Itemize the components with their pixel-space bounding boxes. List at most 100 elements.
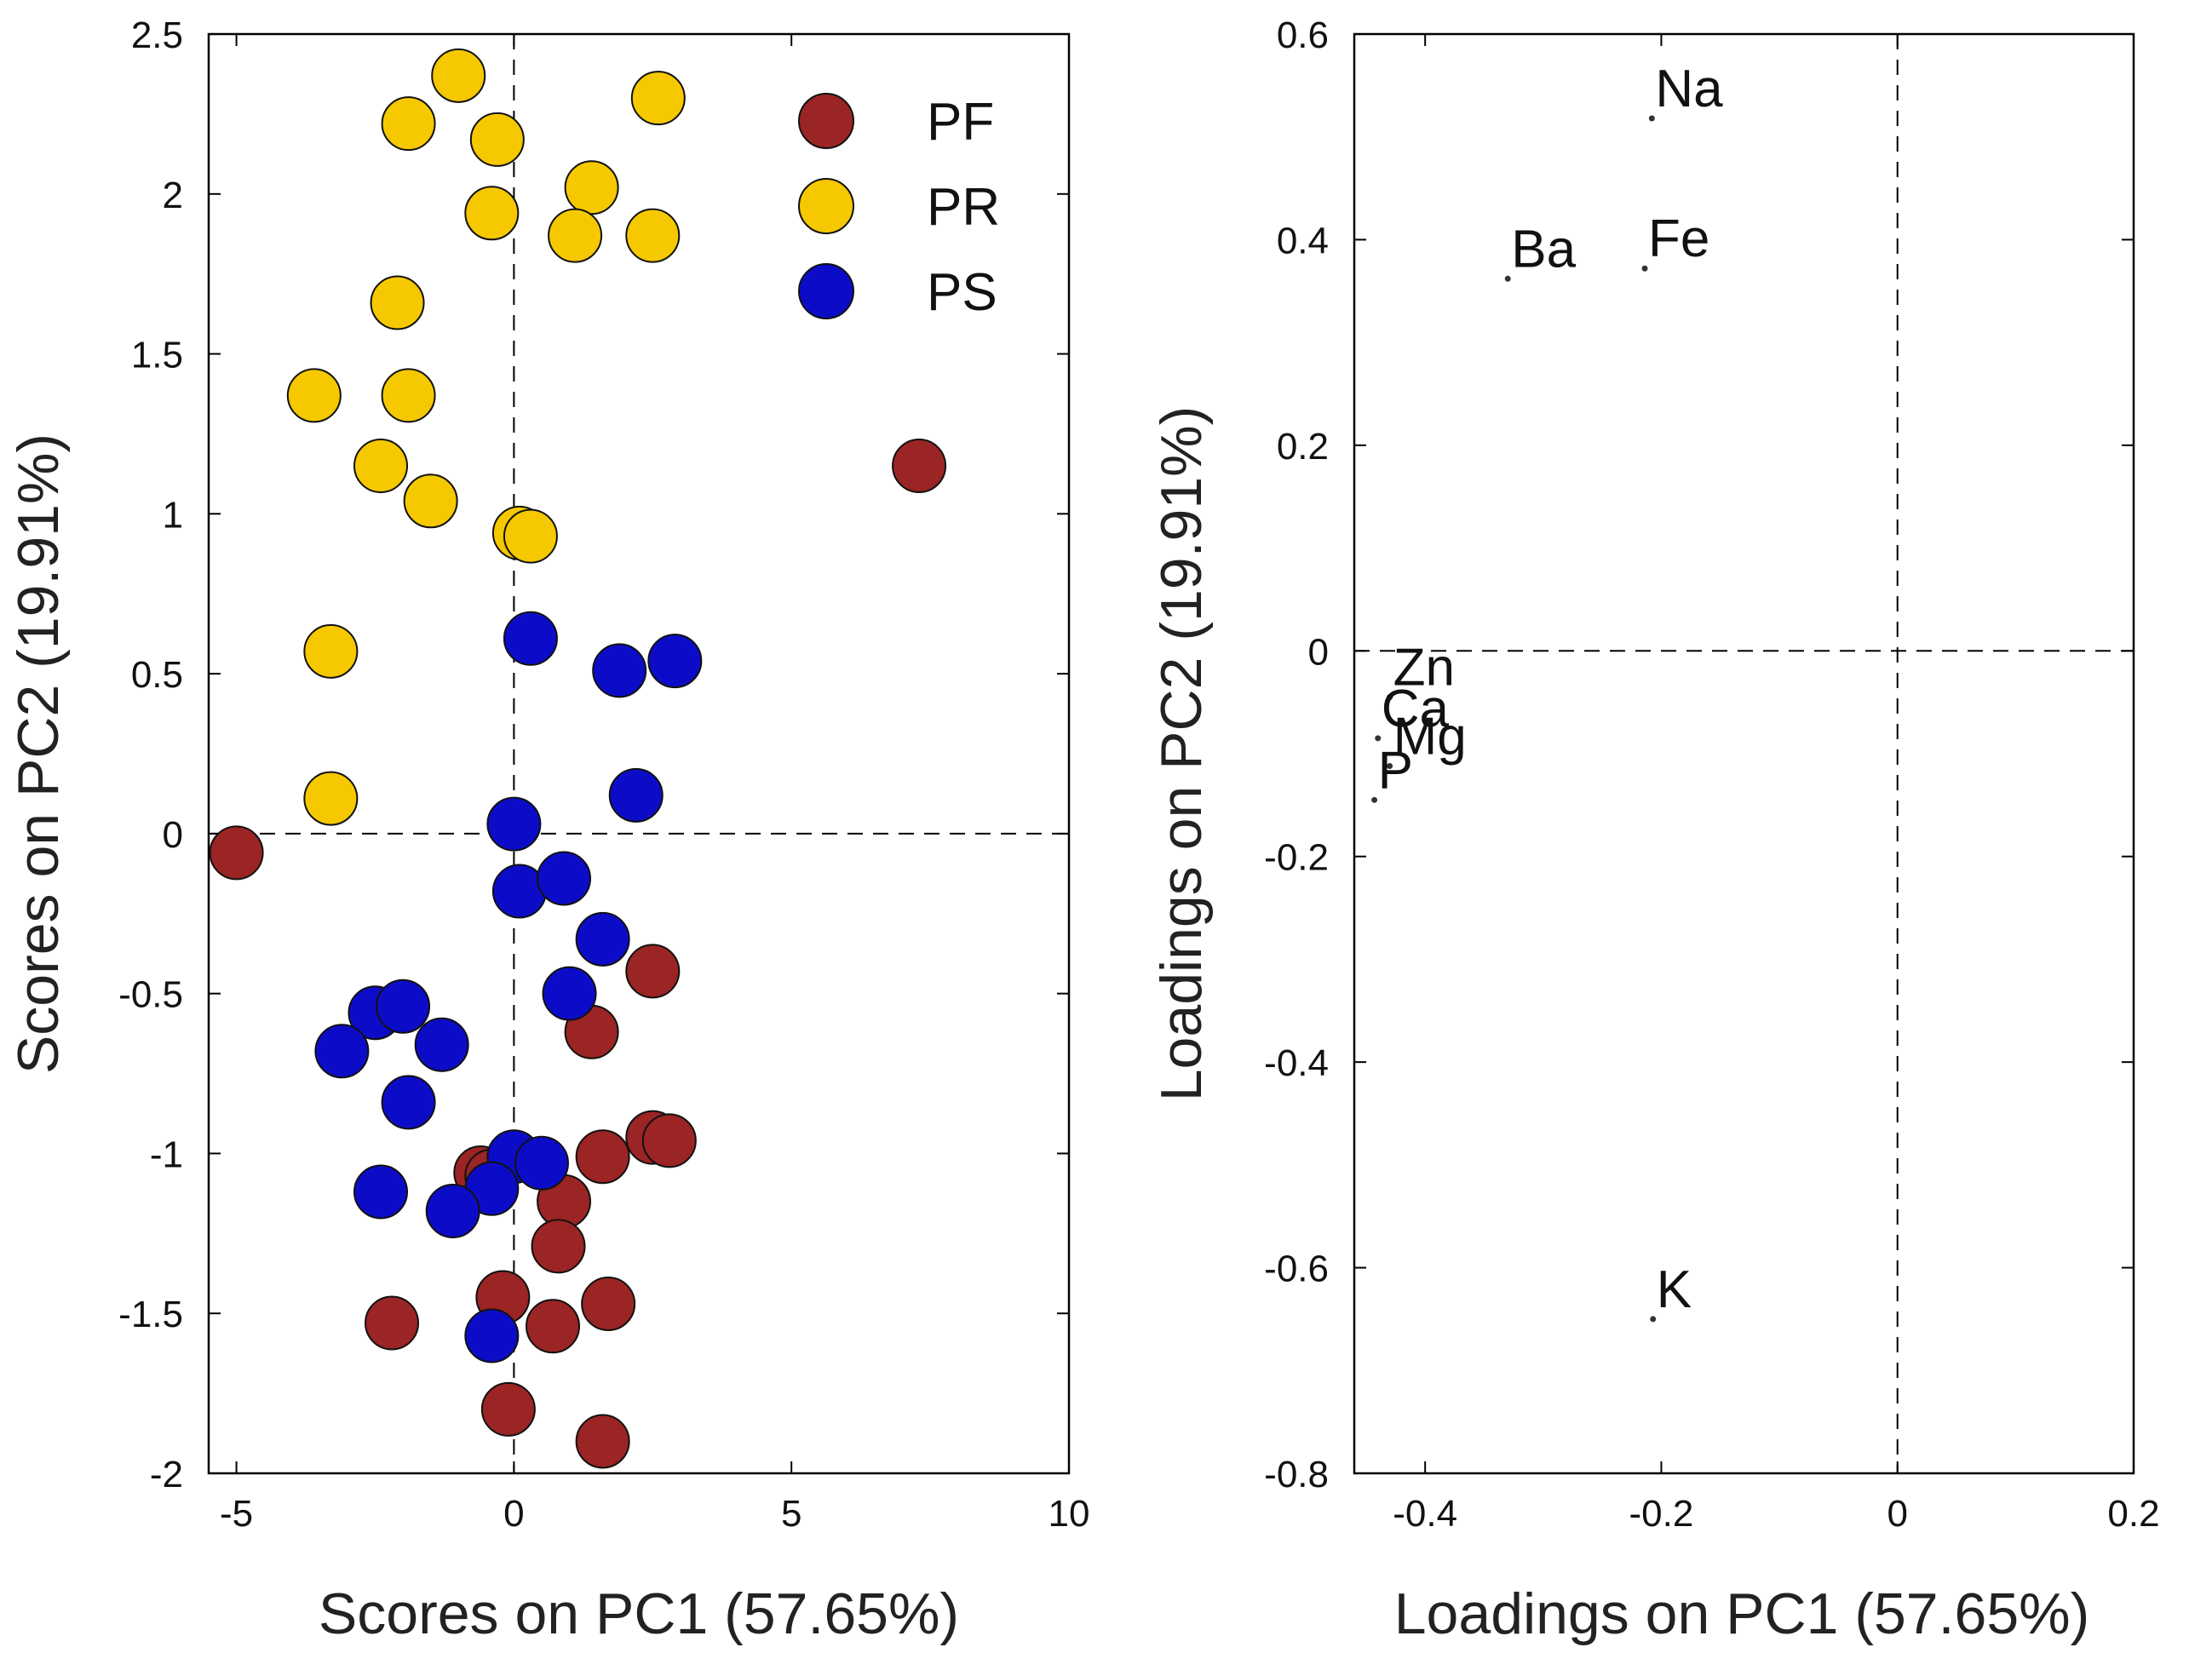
loadings-reference-lines [1354, 34, 2134, 1473]
loading-point-p [1371, 796, 1378, 803]
score-point-ps [608, 767, 664, 823]
score-point-pf [575, 1129, 630, 1185]
score-point-ps [353, 1164, 408, 1220]
scores-x-tick-label: 10 [1049, 1493, 1090, 1535]
score-point-ps [503, 611, 558, 666]
loadings-y-tick-label: 0.6 [1277, 14, 1329, 56]
score-point-pr [381, 96, 436, 152]
loading-label-p: P [1378, 741, 1413, 800]
scores-x-tick-label: -5 [220, 1493, 253, 1535]
scores-x-ticks: -5 0 5 10 [220, 34, 1089, 1535]
loadings-plot: -0.4 -0.2 0 0.2 -0.8-0.6-0.4-0.200.20.40.6 … [1149, 14, 2160, 1646]
scores-y-tick-label: 1 [163, 494, 183, 536]
loading-point-na [1648, 115, 1655, 122]
loadings-y-tick-label: 0 [1308, 631, 1329, 673]
scores-y-tick-label: 0.5 [131, 654, 183, 696]
score-point-pf [531, 1219, 586, 1274]
loading-label-ba: Ba [1511, 220, 1576, 278]
score-point-pr [303, 623, 359, 679]
loadings-y-tick-label: 0.4 [1277, 220, 1329, 261]
legend-label-pr: PR [927, 178, 1000, 237]
score-point-ps [514, 1135, 569, 1191]
scores-y-tick-label: -0.5 [118, 974, 183, 1016]
score-point-pr [469, 112, 525, 167]
scores-y-tick-label: -1 [150, 1134, 183, 1175]
loading-label-mg: Mg [1393, 707, 1467, 766]
score-point-pr [286, 368, 342, 423]
loadings-x-tick-label: 0.2 [2107, 1493, 2159, 1535]
scores-plot-frame [207, 32, 1071, 1475]
loadings-y-tick-label: -0.6 [1264, 1248, 1329, 1290]
score-point-ps [575, 911, 630, 967]
score-point-pf [892, 439, 947, 493]
loadings-x-axis-label: Loadings on PC1 (57.65%) [1394, 1581, 2090, 1646]
loading-label-zn: Zn [1393, 639, 1455, 697]
scores-y-tick-label: 2.5 [131, 14, 183, 56]
loadings-x-tick-label: -0.4 [1393, 1493, 1457, 1535]
score-point-ps [592, 643, 647, 698]
loadings-plot-frame [1353, 32, 2135, 1475]
score-point-pr [431, 48, 486, 103]
legend-label-pf: PF [927, 93, 994, 152]
loadings-y-tick-label: -0.2 [1264, 837, 1329, 879]
score-point-pf [575, 1414, 630, 1469]
score-point-pf [526, 1299, 580, 1354]
loadings-x-ticks: -0.4 -0.2 0 0.2 [1393, 34, 2160, 1535]
score-point-ps [414, 1017, 469, 1072]
score-point-pf [209, 825, 264, 881]
score-point-pf [365, 1295, 420, 1351]
loading-point-mg [1387, 762, 1393, 769]
loadings-y-axis-label: Loadings on PC2 (19.91%) [1149, 406, 1214, 1102]
scores-y-tick-label: -2 [150, 1454, 183, 1495]
loading-label-fe: Fe [1648, 209, 1709, 268]
scores-y-ticks: -2 -1.5 -1 -0.5 0 0.5 1 1.5 2 2.5 [118, 14, 1069, 1495]
scores-y-tick-label: 2 [163, 175, 183, 216]
score-point-ps [314, 1024, 370, 1079]
scores-reference-lines [209, 34, 1069, 1473]
score-point-pr [381, 368, 436, 423]
loadings-y-ticks: -0.8 -0.6 -0.4 -0.2 0 0.2 0.4 0.6 [1264, 14, 2134, 1495]
score-point-pr [403, 474, 458, 529]
legend-label-ps: PS [927, 263, 997, 322]
score-point-ps [647, 634, 703, 689]
score-point-pr [303, 771, 359, 826]
score-point-pf [480, 1381, 536, 1437]
scores-x-tick-label: 0 [503, 1493, 524, 1535]
score-point-pf [581, 1276, 636, 1331]
score-point-ps [542, 966, 597, 1021]
loadings-x-tick-label: 0 [1887, 1493, 1907, 1535]
scores-y-tick-label: 1.5 [131, 335, 183, 376]
loading-label-k: K [1657, 1260, 1692, 1319]
scores-y-tick-label: 0 [163, 814, 183, 856]
score-point-ps [425, 1184, 480, 1239]
scores-x-tick-label: 5 [781, 1493, 801, 1535]
score-point-pf [641, 1113, 697, 1168]
loading-point-fe [1641, 265, 1648, 272]
score-point-pr [370, 275, 425, 330]
score-point-ps [537, 851, 592, 906]
loadings-y-tick-label: -0.8 [1264, 1454, 1329, 1495]
legend-marker-pf [798, 93, 854, 149]
score-point-pr [464, 186, 520, 241]
loadings-x-tick-label: -0.2 [1629, 1493, 1694, 1535]
loadings-y-tick-label: -0.4 [1264, 1042, 1329, 1084]
loading-point-ba [1504, 275, 1511, 282]
loading-label-ca: Ca [1382, 680, 1450, 738]
loading-point-zn [1387, 694, 1393, 701]
score-point-pr [625, 208, 681, 263]
scores-y-tick-label: -1.5 [118, 1294, 183, 1335]
scores-y-axis-label: Scores on PC2 (19.91%) [6, 433, 71, 1074]
scores-plot: -5 0 5 10 -2 -1.5 -1 -0.5 0 0.5 1 1.5 2 2.5 PF PR PS S… [6, 14, 1089, 1646]
score-point-ps [376, 979, 431, 1034]
legend-marker-pr [798, 178, 854, 234]
score-point-ps [486, 796, 542, 852]
score-point-ps [381, 1075, 436, 1130]
score-point-pr [503, 508, 558, 564]
loading-point-ca [1375, 735, 1382, 742]
legend-marker-ps [798, 263, 854, 319]
score-point-pr [630, 71, 686, 126]
score-point-pr [353, 439, 408, 493]
score-point-pf [625, 944, 681, 999]
